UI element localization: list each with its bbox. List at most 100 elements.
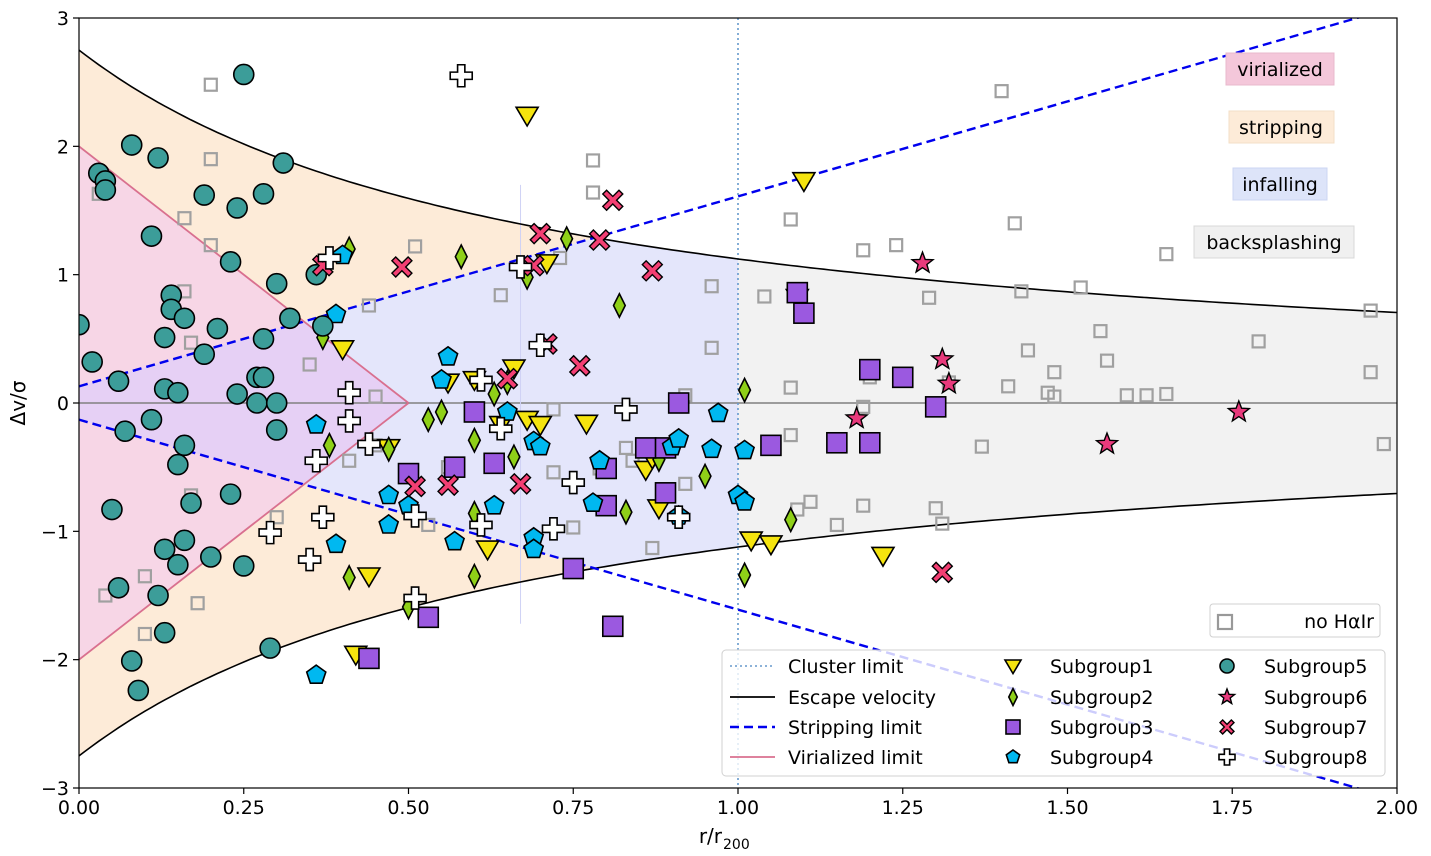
escape-velocity-lower bbox=[79, 492, 1397, 757]
data-point bbox=[791, 171, 817, 194]
data-point bbox=[232, 555, 255, 577]
data-point bbox=[1001, 379, 1016, 394]
data-point bbox=[475, 540, 500, 562]
data-point bbox=[1047, 365, 1062, 380]
data-point bbox=[1099, 353, 1115, 368]
y-tick-label: −1 bbox=[41, 521, 69, 543]
data-point bbox=[667, 392, 690, 414]
markers-layer bbox=[79, 63, 1391, 702]
data-point bbox=[337, 409, 361, 433]
data-point bbox=[1363, 303, 1378, 318]
data-point bbox=[574, 414, 599, 436]
data-point bbox=[514, 106, 540, 128]
data-point bbox=[137, 569, 152, 584]
data-point bbox=[1073, 280, 1088, 295]
data-point bbox=[337, 380, 361, 405]
data-point bbox=[322, 431, 337, 459]
data-point bbox=[508, 255, 533, 279]
data-point bbox=[488, 416, 513, 441]
data-point bbox=[265, 419, 288, 441]
data-point bbox=[317, 246, 342, 270]
data-point bbox=[147, 584, 169, 607]
data-point bbox=[856, 498, 871, 513]
data-point bbox=[305, 664, 327, 685]
legend-marker-8 bbox=[1218, 748, 1236, 766]
data-point bbox=[302, 357, 317, 372]
data-point bbox=[856, 399, 871, 414]
data-point bbox=[585, 153, 601, 168]
data-point bbox=[444, 530, 466, 551]
data-point bbox=[140, 225, 163, 247]
x-tick-label: 1.00 bbox=[717, 797, 759, 819]
data-point bbox=[509, 472, 532, 495]
data-point bbox=[421, 517, 436, 533]
data-point bbox=[568, 354, 591, 377]
x-axis-label-subscript: 200 bbox=[723, 837, 750, 853]
data-point bbox=[566, 520, 581, 535]
data-point bbox=[528, 333, 553, 358]
tag-stripping: stripping bbox=[1239, 117, 1323, 139]
data-point bbox=[305, 413, 327, 434]
legend-noha: no HαIr bbox=[1209, 603, 1381, 638]
data-point bbox=[265, 392, 288, 414]
data-point bbox=[421, 406, 436, 434]
data-point bbox=[589, 449, 611, 470]
data-point bbox=[269, 510, 284, 525]
data-point bbox=[325, 533, 347, 554]
legend: Cluster limit Escape velocity Stripping … bbox=[721, 649, 1386, 777]
series-subgroup4 bbox=[305, 244, 756, 685]
data-point bbox=[153, 538, 176, 561]
data-point bbox=[935, 516, 950, 531]
y-axis-label: Δv/σ bbox=[6, 380, 30, 425]
x-axis-label: r/r bbox=[699, 824, 723, 848]
axes: 0.00 0.25 0.50 0.75 1.00 1.25 1.50 1.75 2.00 −3 −2… bbox=[41, 8, 1418, 819]
data-point bbox=[304, 448, 329, 473]
data-point bbox=[312, 315, 334, 337]
data-point bbox=[738, 531, 764, 553]
data-point bbox=[1159, 386, 1174, 402]
data-point bbox=[666, 505, 691, 530]
data-point bbox=[582, 492, 604, 513]
x-tick-label: 1.50 bbox=[1046, 797, 1088, 819]
data-point bbox=[252, 328, 275, 350]
y-tick-label: 3 bbox=[57, 8, 69, 30]
legend-noha-box bbox=[1209, 603, 1381, 638]
data-point bbox=[1363, 365, 1378, 380]
data-point bbox=[449, 63, 474, 88]
stripping-limit-lower bbox=[79, 418, 1362, 788]
legend-sub5: Subgroup5 bbox=[1264, 656, 1367, 678]
tag-backsplashing: backsplashing bbox=[1206, 232, 1341, 254]
data-point bbox=[443, 456, 466, 478]
data-point bbox=[206, 317, 229, 340]
data-point bbox=[529, 435, 551, 456]
data-point bbox=[378, 513, 400, 534]
series-subgroup3 bbox=[358, 281, 947, 670]
data-point bbox=[252, 183, 275, 205]
data-point bbox=[120, 134, 143, 156]
data-point bbox=[403, 586, 427, 610]
x-tick-label: 2.00 bbox=[1376, 797, 1418, 819]
virialized-limit-lower bbox=[79, 402, 410, 661]
data-point bbox=[190, 596, 205, 611]
data-point bbox=[358, 647, 380, 670]
data-point bbox=[232, 63, 255, 86]
tag-virialized: virialized bbox=[1237, 59, 1323, 81]
data-point bbox=[153, 621, 176, 644]
data-point bbox=[147, 147, 169, 169]
legend-sub4: Subgroup4 bbox=[1050, 747, 1153, 769]
data-point bbox=[889, 238, 904, 253]
data-point bbox=[454, 243, 468, 271]
data-point bbox=[437, 345, 459, 366]
data-point bbox=[200, 546, 222, 568]
x-tick-label: 1.25 bbox=[882, 797, 924, 819]
data-point bbox=[541, 516, 566, 541]
y-tick-label: 0 bbox=[57, 393, 69, 415]
data-point bbox=[403, 504, 427, 528]
data-point bbox=[601, 189, 624, 212]
data-point bbox=[483, 494, 505, 515]
data-point bbox=[430, 368, 452, 389]
data-point bbox=[226, 197, 248, 219]
data-point bbox=[929, 346, 955, 370]
data-point bbox=[826, 431, 848, 454]
data-point bbox=[81, 351, 103, 373]
